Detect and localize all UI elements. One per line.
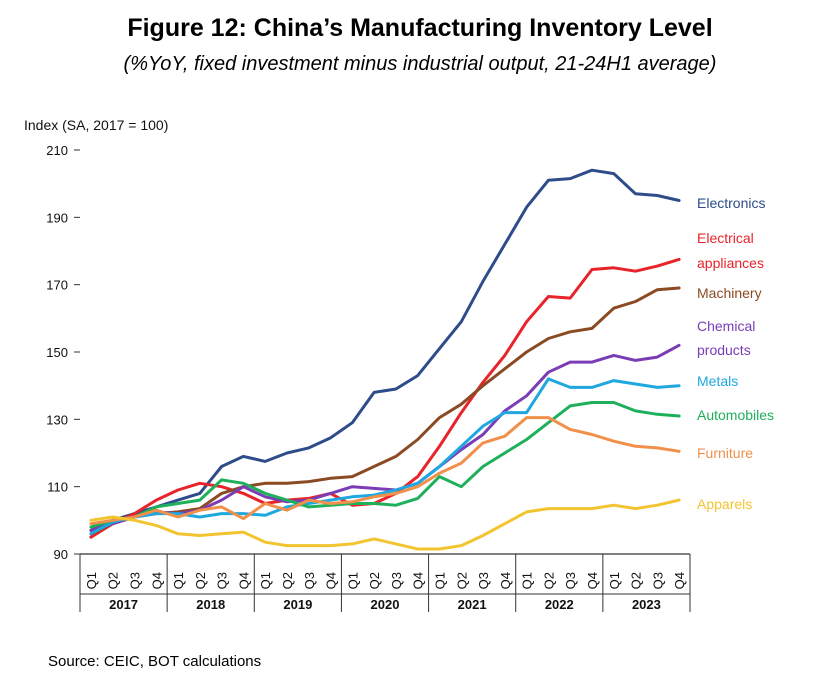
legend-label: Electrical [697,230,754,246]
legend-label: Machinery [697,285,762,301]
x-tick-label: Q4 [672,572,687,589]
x-tick-label: Q4 [411,572,426,589]
x-tick-label: Q3 [563,572,578,589]
x-tick-label: Q4 [498,572,513,589]
legend-label: Metals [697,373,738,389]
x-tick-label: Q2 [367,572,382,589]
x-tick-label: Q4 [324,572,339,589]
year-label: 2020 [371,597,400,612]
x-tick-label: Q3 [302,572,317,589]
x-tick-label: Q2 [541,572,556,589]
year-label: 2019 [283,597,312,612]
series-line-electronics [89,168,681,532]
x-tick-label: Q2 [629,572,644,589]
y-axis: 90 110 130 150 170 190 210 [46,143,80,562]
x-tick-label: Q2 [454,572,469,589]
x-tick-label: Q4 [236,572,251,589]
year-label: 2021 [458,597,487,612]
series-line-furniture [89,416,681,526]
legend-label: products [697,342,751,358]
chart-title: Figure 12: China’s Manufacturing Invento… [127,14,713,42]
x-tick-label: Q3 [476,572,491,589]
x-tick-label: Q1 [607,572,622,589]
legend-label: Furniture [697,445,753,461]
y-tick-label: 90 [54,547,68,562]
x-tick-label: Q1 [258,572,273,589]
x-tick-label: Q2 [193,572,208,589]
x-tick-label: Q2 [280,572,295,589]
series-line-automobiles [89,401,681,529]
series-line-apparels [89,498,681,551]
y-tick-label: 170 [46,278,68,293]
year-label: 2023 [632,597,661,612]
x-tick-label: Q4 [585,572,600,589]
year-label: 2018 [196,597,225,612]
x-tick-label: Q1 [520,572,535,589]
x-tick-label: Q3 [389,572,404,589]
x-tick-label: Q1 [171,572,186,589]
legend-label: Chemical [697,318,755,334]
series-line-electrical-appliances [89,257,681,539]
y-axis-label: Index (SA, 2017 = 100) [24,117,168,133]
y-tick-label: 110 [47,480,68,495]
y-tick-label: 210 [46,143,68,158]
legend-label: Automobiles [697,407,774,423]
source-note: Source: CEIC, BOT calculations [48,653,262,670]
y-tick-label: 130 [46,412,68,427]
year-label: 2017 [109,597,138,612]
x-tick-label: Q2 [106,572,121,589]
legend: Electronics Electrical appliances Machinery… [697,195,774,512]
x-tick-label: Q1 [84,572,99,589]
legend-label: appliances [697,255,764,271]
year-label: 2022 [545,597,574,612]
y-tick-label: 190 [46,210,68,225]
x-tick-label: Q1 [345,572,360,589]
x-axis: Q1 Q2 Q3 Q4 Q1 Q2 Q3 Q4 Q1 Q2 Q3 Q4 Q1 Q2 Q3 Q4 Q1 Q2 Q3 Q4… [79,553,691,612]
legend-label: Electronics [697,195,765,211]
x-tick-label: Q3 [650,572,665,589]
series-line-metals [89,377,681,536]
x-tick-label: Q4 [149,572,164,589]
chart-subtitle: (%YoY, fixed investment minus industrial… [123,53,717,75]
x-tick-label: Q3 [215,572,230,589]
series-lines [89,168,681,551]
y-tick-label: 150 [46,345,68,360]
x-tick-label: Q3 [127,572,142,589]
series-line-machinery [89,286,681,536]
legend-label: Apparels [697,496,752,512]
x-tick-label: Q1 [432,572,447,589]
series-line-chemical-products [89,343,681,532]
